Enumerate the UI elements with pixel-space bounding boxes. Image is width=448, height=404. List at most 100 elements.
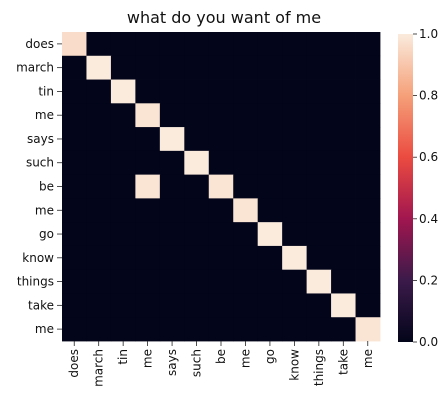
heatmap-cell <box>208 317 234 342</box>
heatmap-cell <box>331 55 356 80</box>
heatmap-cell <box>233 55 259 80</box>
heatmap-cell <box>62 198 87 223</box>
heatmap-cell <box>135 174 161 199</box>
chart-title: what do you want of me <box>126 8 322 27</box>
heatmap-cell <box>110 198 136 223</box>
heatmap-cell <box>159 103 185 128</box>
heatmap-cell <box>135 127 161 152</box>
heatmap-cell <box>135 317 161 342</box>
heatmap-cell <box>331 103 356 128</box>
heatmap-cell <box>282 317 308 342</box>
heatmap-cell <box>306 222 332 247</box>
heatmap-cell <box>135 79 161 104</box>
heatmap-cell <box>306 269 332 294</box>
x-tick-label: does <box>67 349 81 378</box>
heatmap-cell <box>233 317 259 342</box>
y-tick-label: such <box>26 156 54 170</box>
y-tick-label: march <box>16 61 54 75</box>
heatmap-cell <box>184 222 210 247</box>
y-tick-label: know <box>22 251 54 265</box>
heatmap-cell <box>159 79 185 104</box>
heatmap-cell <box>331 127 356 152</box>
heatmap-cell <box>257 150 283 176</box>
heatmap-cell <box>257 293 283 318</box>
heatmap-cell <box>86 55 112 80</box>
heatmap-cell <box>355 245 381 271</box>
heatmap-cell <box>62 317 87 342</box>
heatmap-cell <box>159 32 185 57</box>
x-tick-label: me <box>238 349 252 368</box>
x-tick-label: go <box>263 349 277 364</box>
y-tick-label: things <box>17 275 54 289</box>
heatmap-cell <box>62 55 87 80</box>
heatmap-cell <box>62 222 87 247</box>
heatmap-cell <box>208 103 234 128</box>
heatmap-cell <box>233 198 259 223</box>
heatmap-cell <box>110 32 136 57</box>
heatmap-cell <box>331 293 356 318</box>
colorbar: 0.0 0.2 0.4 0.6 0.8 1.0 <box>398 27 438 349</box>
heatmap-cell <box>233 269 259 294</box>
heatmap-cell <box>159 245 185 271</box>
heatmap-cell <box>331 198 356 223</box>
heatmap-cell <box>306 150 332 176</box>
heatmap-cell <box>184 55 210 80</box>
heatmap-cell <box>159 222 185 247</box>
heatmap-cell <box>306 245 332 271</box>
heatmap-cell <box>208 174 234 199</box>
heatmap-cell <box>62 245 87 271</box>
heatmap-cell <box>62 150 87 176</box>
colorbar-tick-label: 0.8 <box>419 89 438 103</box>
heatmap-cell <box>86 150 112 176</box>
heatmap-cell <box>257 174 283 199</box>
heatmap-cell <box>86 198 112 223</box>
heatmap-cell <box>355 32 381 57</box>
heatmap-cell <box>110 269 136 294</box>
heatmap-cell <box>135 55 161 80</box>
heatmap-cell <box>110 150 136 176</box>
heatmap-cell <box>355 222 381 247</box>
heatmap-cell <box>184 150 210 176</box>
x-tick-label: know <box>287 349 301 381</box>
heatmap-cell <box>62 103 87 128</box>
heatmap-cell <box>135 150 161 176</box>
x-tick-label: things <box>312 349 326 386</box>
heatmap-cell <box>257 222 283 247</box>
heatmap-cell <box>184 293 210 318</box>
x-tick-label: says <box>165 349 179 376</box>
heatmap-cell <box>233 32 259 57</box>
heatmap-cell <box>257 317 283 342</box>
heatmap-cell <box>110 79 136 104</box>
heatmap-cell <box>306 293 332 318</box>
heatmap-cell <box>135 245 161 271</box>
heatmap-cell <box>233 127 259 152</box>
heatmap-cell <box>282 127 308 152</box>
heatmap-cell <box>62 127 87 152</box>
heatmap-cell <box>331 79 356 104</box>
heatmap-cell <box>135 103 161 128</box>
heatmap-cell <box>86 293 112 318</box>
heatmap-cell <box>355 269 381 294</box>
y-tick-label: go <box>39 227 54 241</box>
heatmap-cell <box>208 245 234 271</box>
heatmap-cell <box>282 79 308 104</box>
heatmap-cell <box>208 150 234 176</box>
x-tick-label: tin <box>116 349 130 365</box>
y-tick-label: tin <box>38 84 54 98</box>
heatmap-cell <box>86 127 112 152</box>
x-tick-label: be <box>214 349 228 364</box>
heatmap-cell <box>208 32 234 57</box>
heatmap-cell <box>233 174 259 199</box>
y-tick-label: me <box>35 322 54 336</box>
heatmap-cell <box>208 198 234 223</box>
heatmap-cell <box>86 174 112 199</box>
heatmap-cell <box>282 174 308 199</box>
heatmap-cell <box>110 103 136 128</box>
heatmap-cell <box>233 245 259 271</box>
heatmap-cell <box>110 55 136 80</box>
heatmap-cell <box>331 174 356 199</box>
heatmap-cell <box>62 269 87 294</box>
heatmap-cell <box>306 174 332 199</box>
heatmap-cell <box>306 79 332 104</box>
heatmap-cell <box>135 269 161 294</box>
